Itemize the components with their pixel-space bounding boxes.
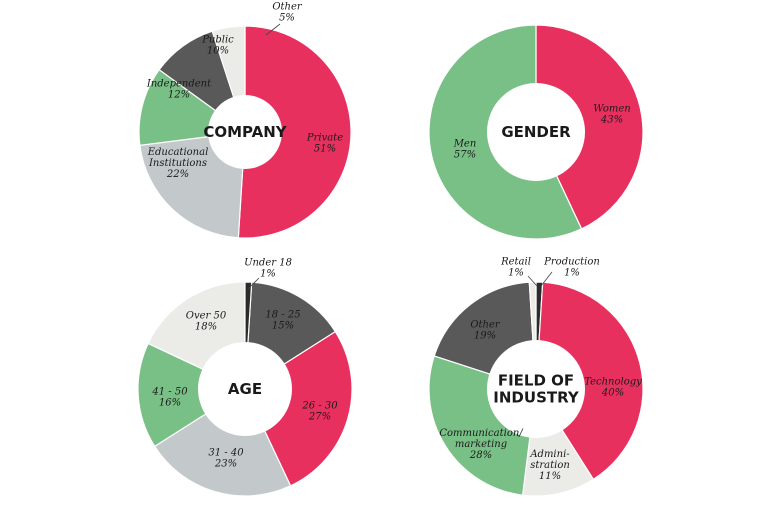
slice-private [237,25,352,239]
leader-line [527,275,538,287]
donut-chart-company: COMPANY Private 51% Educational Institutions… [138,2,352,239]
slice-label-communication-marketing: Communication/marketing 28% [439,428,524,461]
chart-title: COMPANY [203,123,287,141]
chart-title: FIELD OF INDUSTRY [493,372,580,407]
slice-label-26-30: 26 - 30 27% [301,401,338,423]
donut-hole [208,95,282,169]
slice-label-under-18: Under 18 1% [244,258,292,280]
slice-educational-institutions [139,131,246,239]
donut-hole [487,83,585,181]
slice-label-private: Private 51% [306,133,343,155]
slice-label-women: Women 43% [593,104,630,126]
slice-label-admini-stration: Admini-stration 11% [529,449,570,482]
slice-label-technology: Technology 40% [584,377,642,399]
slice-label-educational-institutions: Educational Institutions 22% [147,147,209,180]
donut-chart-gender: GENDER Women 43% Men 57% [428,24,644,240]
slice-label-public: Public 10% [201,35,234,57]
slice-26-30 [244,330,353,487]
slice-label-other: Other 5% [272,2,303,24]
leader-line [540,271,553,287]
chart-title: GENDER [501,123,571,141]
slice-41-50 [137,342,247,448]
slice-label-production: Production 1% [543,257,600,279]
slice-label-men: Men 57% [453,139,477,161]
slice-label-retail: Retail 1% [500,257,531,279]
donut-hole [487,340,585,438]
slice-label-31-40: 31 - 40 23% [208,448,244,470]
donut-chart-age: AGE 18 - 25 15% 26 - 30 27% 31 - 40 23% 41 - 50… [137,258,353,497]
slice-label-41-50: 41 - 50 16% [151,387,188,409]
slice-label-other: Other 19% [470,320,501,342]
donut-hole [198,342,292,436]
slice-women [535,24,644,230]
slice-label-over-50: Over 50 18% [186,311,227,333]
chart-title: AGE [228,380,262,398]
leader-line [247,277,260,290]
donut-chart-field-of-industry: FIELD OF INDUSTRY Production 1% Technology 40… [428,257,644,497]
leader-line [265,23,281,36]
slice-label-18-25: 18 - 25 15% [265,310,300,332]
slice-label-independent: Independent 12% [146,79,212,101]
